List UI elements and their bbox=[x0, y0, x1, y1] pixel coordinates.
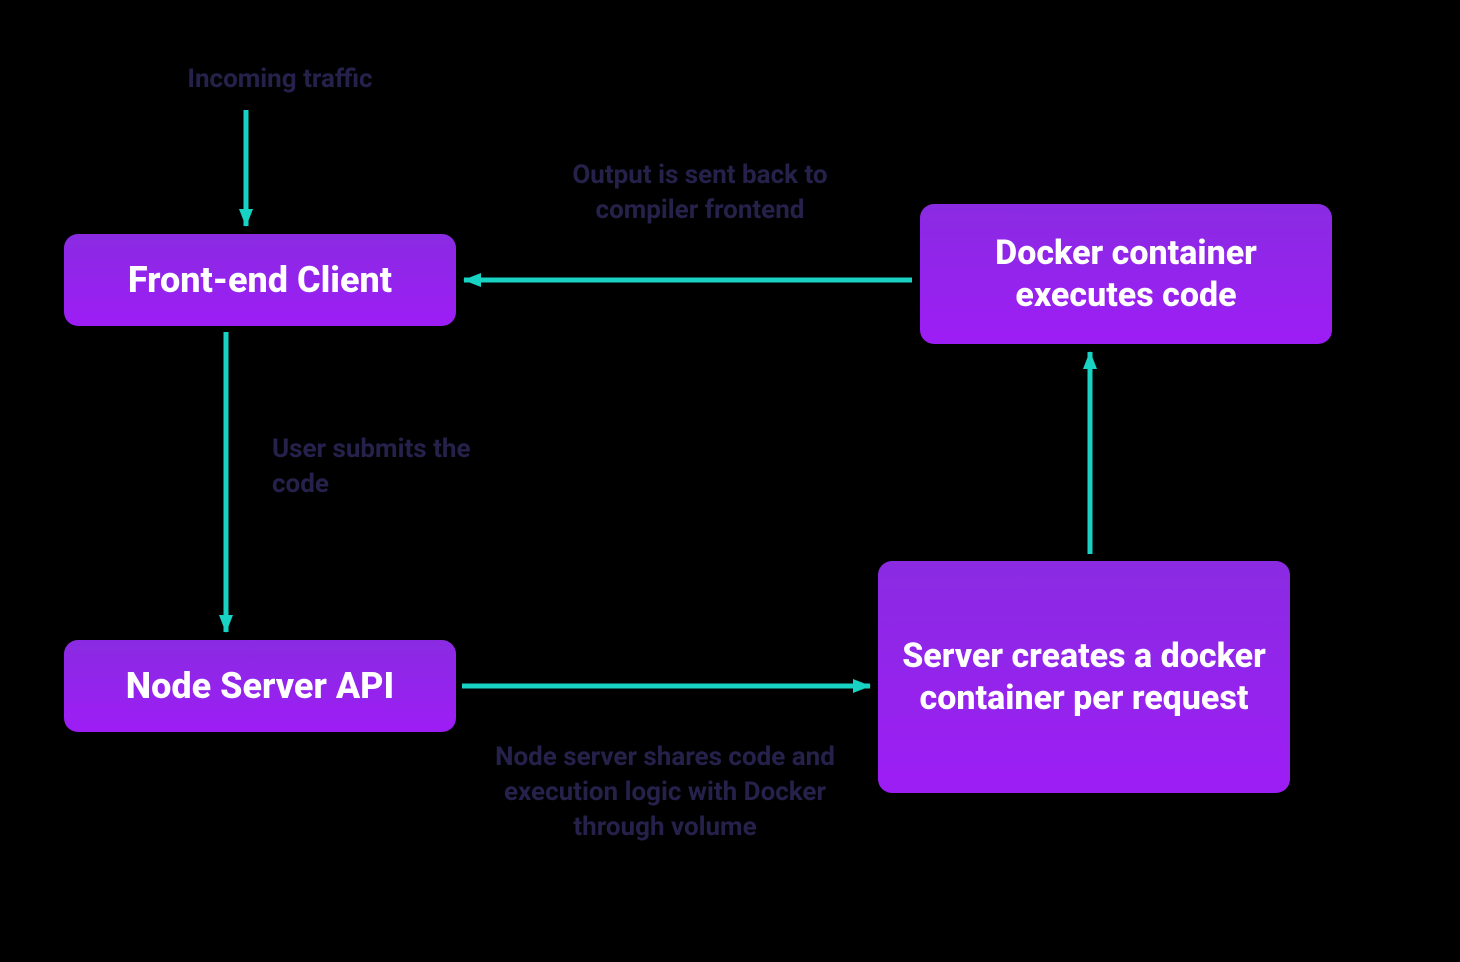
node-docker-executes-code: Docker container executes code bbox=[920, 204, 1332, 344]
node-label: Front-end Client bbox=[128, 258, 392, 303]
node-node-server-api: Node Server API bbox=[64, 640, 456, 732]
edge-label-incoming-traffic: Incoming traffic bbox=[150, 62, 410, 97]
node-label: Server creates a docker container per re… bbox=[900, 635, 1268, 720]
node-frontend-client: Front-end Client bbox=[64, 234, 456, 326]
label-text: Node server shares code and execution lo… bbox=[495, 742, 835, 842]
label-text: Output is sent back to compiler frontend bbox=[572, 160, 827, 225]
edge-label-output-sent-back: Output is sent back to compiler frontend bbox=[530, 158, 870, 228]
node-server-creates-container: Server creates a docker container per re… bbox=[878, 561, 1290, 793]
label-text: Incoming traffic bbox=[187, 64, 372, 94]
edge-label-node-shares-code: Node server shares code and execution lo… bbox=[470, 740, 860, 845]
node-label: Docker container executes code bbox=[942, 232, 1310, 317]
flowchart-canvas: Front-end Client Node Server API Server … bbox=[0, 0, 1460, 962]
node-label: Node Server API bbox=[126, 664, 394, 709]
edge-label-user-submits: User submits the code bbox=[272, 432, 492, 502]
label-text: User submits the code bbox=[272, 434, 470, 499]
